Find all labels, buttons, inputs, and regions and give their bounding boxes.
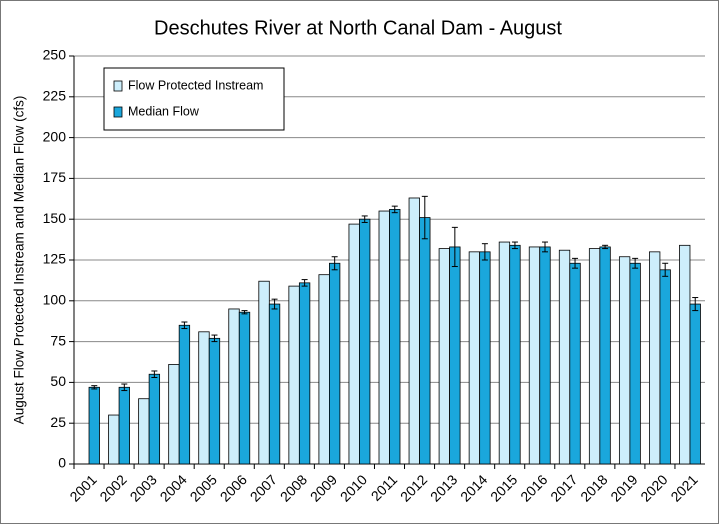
y-axis-label: August Flow Protected Instream and Media… <box>12 96 27 425</box>
bar <box>659 269 671 465</box>
error-bar <box>662 262 669 277</box>
bar <box>378 210 390 465</box>
bar <box>298 282 311 465</box>
y-tick-label: 250 <box>43 47 67 63</box>
bar <box>528 246 541 465</box>
y-tick-label: 175 <box>43 169 67 185</box>
error-bar <box>421 195 428 240</box>
y-tick-label: 100 <box>43 292 67 308</box>
y-tick-label: 200 <box>43 128 67 144</box>
bar <box>88 386 100 465</box>
error-bar <box>91 385 98 390</box>
bar <box>238 311 251 465</box>
bar <box>449 246 461 465</box>
error-bar <box>121 383 128 392</box>
error-bar <box>271 298 278 310</box>
bar <box>329 262 341 465</box>
bar <box>629 262 641 465</box>
bar <box>138 398 150 465</box>
bar <box>168 364 180 465</box>
bar <box>649 251 661 465</box>
error-bar <box>211 334 218 343</box>
bar <box>438 248 450 465</box>
bar <box>389 209 401 465</box>
bar <box>318 274 330 465</box>
bar <box>359 218 371 465</box>
bar <box>588 248 601 465</box>
error-bar <box>572 257 579 269</box>
bar <box>208 337 221 465</box>
error-bar <box>511 241 518 250</box>
bar <box>148 373 161 465</box>
bar <box>618 256 631 465</box>
bar <box>419 217 431 465</box>
legend-swatch <box>113 80 123 92</box>
bar <box>348 223 360 465</box>
bar <box>468 251 481 465</box>
bar <box>558 249 571 465</box>
y-tick-label: 150 <box>43 210 67 226</box>
error-bar <box>451 226 458 268</box>
y-tick-label: 75 <box>50 332 66 348</box>
bar <box>479 251 491 465</box>
y-tick-label: 125 <box>43 251 67 267</box>
bar <box>509 244 521 465</box>
bar <box>228 308 240 465</box>
bar <box>288 285 300 465</box>
bar <box>408 197 420 465</box>
y-tick-label: 25 <box>50 414 66 430</box>
bar <box>498 241 511 465</box>
legend-box <box>103 67 285 131</box>
error-bar <box>181 321 188 330</box>
bar <box>268 303 281 465</box>
bar <box>679 244 691 465</box>
y-tick-label: 50 <box>50 373 66 389</box>
error-bar <box>301 279 308 287</box>
legend-swatch <box>113 106 123 118</box>
bar <box>178 324 191 465</box>
y-tick-label: 0 <box>58 455 66 471</box>
error-bar <box>692 297 699 312</box>
error-bar <box>331 256 338 271</box>
error-bar <box>361 215 368 223</box>
legend-label: Flow Protected Instream <box>128 78 263 92</box>
error-bar <box>391 205 398 214</box>
legend-label: Median Flow <box>128 104 200 118</box>
bar <box>539 246 551 465</box>
error-bar <box>632 257 639 269</box>
bar <box>198 331 210 465</box>
bar <box>258 280 270 465</box>
bar <box>108 414 120 465</box>
error-bar <box>481 243 488 261</box>
bar <box>599 246 611 465</box>
bar <box>569 262 581 465</box>
bar <box>118 386 130 465</box>
error-bar <box>602 244 609 250</box>
error-bar <box>151 370 158 379</box>
y-tick-label: 225 <box>43 88 67 104</box>
error-bar <box>241 310 248 315</box>
error-bar <box>541 241 548 253</box>
bar <box>689 303 701 465</box>
chart-title: Deschutes River at North Canal Dam - Aug… <box>154 17 562 39</box>
